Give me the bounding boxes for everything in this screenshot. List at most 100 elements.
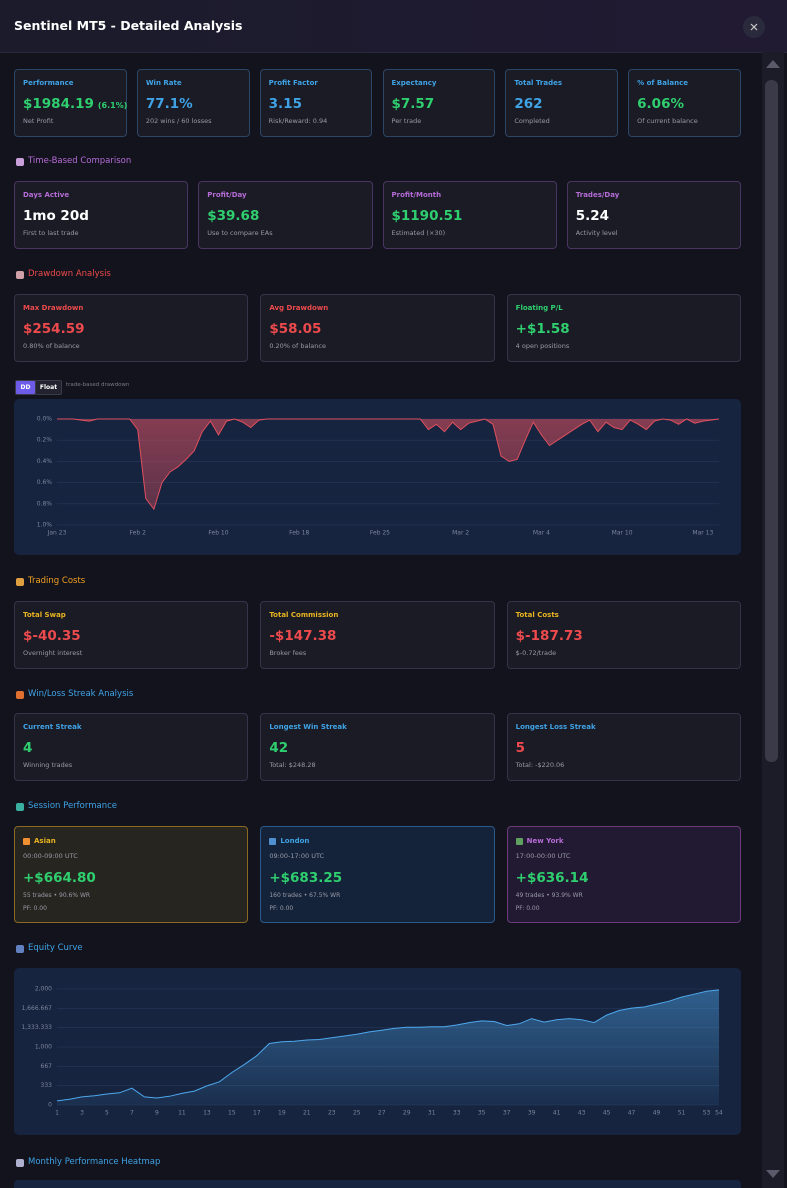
card-value-text: $1190.51 — [391, 208, 463, 224]
card-value: 3.15 — [269, 96, 302, 113]
card-value: 5 — [516, 740, 525, 757]
x-tick-label: 33 — [453, 1110, 461, 1117]
chart: 0.0% 0.2% 0.4% 0.6% 0.8% 1.0%Jan 23 Feb 2 Feb 1… — [14, 399, 741, 555]
section-icon — [16, 945, 24, 953]
x-tick-label: 37 — [503, 1110, 511, 1117]
card-sub: Overnight interest — [23, 649, 83, 657]
stat-card: Days Active 1mo 20d First to last trade — [14, 181, 189, 249]
card-sub: Activity level — [575, 229, 618, 237]
card-value-text: 42 — [269, 740, 289, 756]
session-card: New York 17:00-00:00 UTC +$636.14 49 trades… — [506, 826, 741, 923]
card-sub: 0.20% of balance — [269, 342, 326, 350]
stat-card: Longest Win Streak 42 Total: $248.28 — [260, 713, 495, 781]
card-value: $254.59 — [23, 321, 85, 338]
session-name: Asian — [34, 837, 56, 845]
card-value-text: $58.05 — [269, 321, 322, 337]
section-title: Equity Curve — [28, 943, 83, 953]
y-tick-label: 0 — [48, 1102, 52, 1109]
x-tick-label: 35 — [478, 1110, 486, 1117]
card-label: Profit Factor — [268, 79, 318, 87]
card-sub: $-0.72/trade — [515, 649, 557, 657]
card-label: Max Drawdown — [23, 304, 84, 312]
card-label: Trades/Day — [575, 191, 620, 199]
card-label: Floating P/L — [515, 304, 563, 312]
card-value: $1190.51 — [392, 208, 463, 225]
stat-card: Total Costs $-187.73 $-0.72/trade — [506, 601, 741, 669]
x-tick-label: Mar 13 — [692, 530, 713, 537]
stat-card: % of Balance 6.06% Of current balance — [628, 69, 741, 137]
stat-card: Avg Drawdown $58.05 0.20% of balance — [260, 294, 495, 362]
x-tick-label: Feb 25 — [370, 530, 390, 537]
card-value-text: $1984.19 — [23, 96, 94, 112]
toggle-button[interactable]: Float — [35, 380, 62, 395]
card-sub: Estimated (×30) — [391, 229, 446, 237]
section-title: Trading Costs — [28, 576, 86, 586]
x-tick-label: Feb 10 — [208, 530, 228, 537]
toggle-button[interactable]: DD — [15, 380, 36, 395]
session-name: New York — [526, 837, 564, 845]
card-label: Profit/Day — [207, 191, 247, 199]
stat-card: Trades/Day 5.24 Activity level — [566, 181, 741, 249]
x-tick-label: Feb 18 — [289, 530, 309, 537]
card-sub: Winning trades — [23, 761, 73, 769]
x-tick-label: 19 — [278, 1110, 286, 1117]
y-tick-label: 1,666.667 — [21, 1005, 52, 1012]
x-tick-label: 9 — [155, 1110, 159, 1117]
area — [57, 419, 719, 510]
card-value: 5.24 — [576, 208, 609, 225]
card-label: Total Costs — [515, 611, 559, 619]
stat-card: Profit/Day $39.68 Use to compare EAs — [198, 181, 373, 249]
y-tick-label: 0.4% — [37, 458, 53, 465]
x-tick-label: 45 — [603, 1110, 611, 1117]
y-tick-label: 0.6% — [37, 479, 53, 486]
card-label: Profit/Month — [391, 191, 442, 199]
card-value: $-187.73 — [516, 628, 583, 645]
card-value: $-40.35 — [23, 628, 81, 645]
card-value-text: 3.15 — [268, 96, 302, 112]
heatmap-panel — [14, 1180, 741, 1188]
modal-title: Sentinel MT5 - Detailed Analysis — [14, 18, 243, 33]
x-tick-label: 43 — [578, 1110, 586, 1117]
scrollbar[interactable] — [762, 52, 784, 1188]
x-tick-label: 23 — [328, 1110, 336, 1117]
x-tick-label: 5 — [105, 1110, 109, 1117]
card-value-text: 5.24 — [575, 208, 610, 224]
card-sub: First to last trade — [23, 229, 79, 237]
card-sub: 4 open positions — [515, 342, 570, 350]
section-icon — [16, 1159, 24, 1167]
card-value-text: $-187.73 — [515, 628, 583, 644]
stat-card: Win Rate 77.1% 202 wins / 60 losses — [136, 69, 250, 137]
card-value-text: 262 — [514, 96, 543, 112]
x-tick-label: 25 — [353, 1110, 361, 1117]
x-tick-label: 47 — [628, 1110, 636, 1117]
section-title: Win/Loss Streak Analysis — [28, 689, 134, 699]
y-tick-label: 667 — [41, 1063, 53, 1070]
card-value: $7.57 — [392, 96, 435, 113]
card-label: Performance — [23, 79, 74, 87]
y-tick-label: 0.0% — [37, 416, 53, 423]
card-sub: Risk/Reward: 0.94 — [268, 117, 328, 125]
x-tick-label: 15 — [228, 1110, 236, 1117]
section-title: Session Performance — [28, 801, 117, 811]
card-value-text: 77.1% — [145, 96, 193, 112]
card-value: 262 — [514, 96, 542, 113]
session-value: +$636.14 — [515, 870, 589, 886]
section-title: Time-Based Comparison — [28, 156, 132, 166]
close-button[interactable] — [742, 15, 766, 39]
card-value: -$147.38 — [269, 628, 336, 645]
card-label: % of Balance — [637, 79, 688, 87]
session-name: London — [280, 837, 310, 845]
x-tick-label: 17 — [253, 1110, 261, 1117]
card-sub: Total: -$220.06 — [515, 761, 565, 769]
x-tick-label: 1 — [55, 1110, 59, 1117]
x-tick-label: 27 — [378, 1110, 386, 1117]
section-title: Drawdown Analysis — [28, 269, 111, 279]
card-value: 1mo 20d — [23, 208, 89, 225]
card-value: $1984.19 (6.1%) — [23, 96, 127, 114]
line — [56, 989, 720, 1102]
x-tick-label: 11 — [178, 1110, 186, 1117]
card-value: $58.05 — [269, 321, 321, 338]
card-value-text: $39.68 — [207, 208, 260, 224]
y-tick-label: 333 — [41, 1082, 53, 1089]
x-tick-label: 31 — [428, 1110, 436, 1117]
